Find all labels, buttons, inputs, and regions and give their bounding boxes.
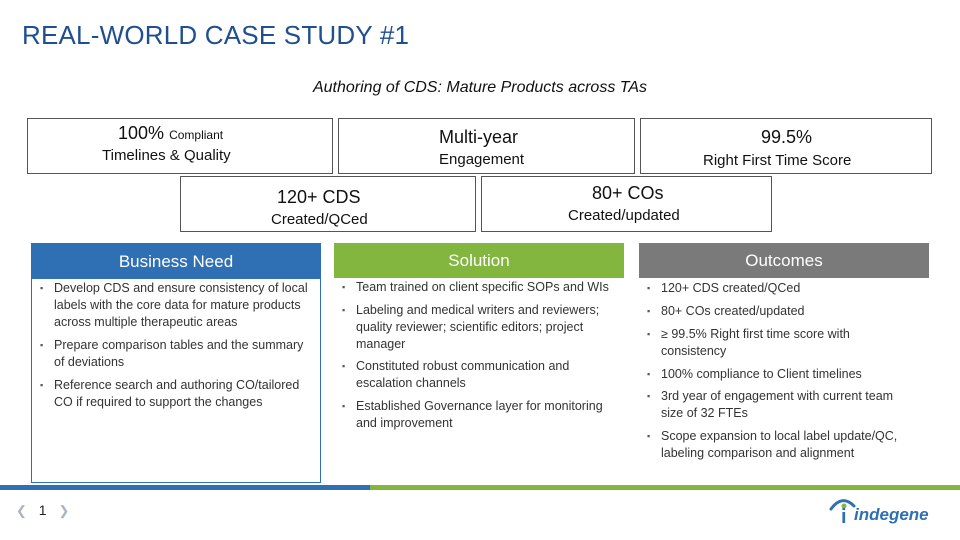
indegene-logo-letter: i <box>841 506 847 526</box>
metric-compliant-box: 100% Compliant Timelines & Quality <box>27 118 333 174</box>
footer-bar-green <box>370 485 960 490</box>
footer-bar-blue <box>0 485 370 490</box>
metric-compliant-suffix: Compliant <box>169 128 224 142</box>
outcomes-list: 120+ CDS created/QCed 80+ COs created/up… <box>639 280 929 462</box>
list-item: Reference search and authoring CO/tailor… <box>40 377 308 411</box>
list-item: Labeling and medical writers and reviewe… <box>342 302 612 353</box>
metric-rft-value: 99.5% <box>761 127 813 147</box>
list-item: Prepare comparison tables and the summar… <box>40 337 308 371</box>
indegene-logo: i indegene <box>828 496 946 528</box>
page-navigator: ❮ 1 ❯ <box>16 502 69 519</box>
page-number: 1 <box>38 502 47 518</box>
list-item: Team trained on client specific SOPs and… <box>342 279 612 296</box>
metric-multiyear-value: Multi-year <box>439 127 519 147</box>
list-item: 80+ COs created/updated <box>647 303 917 320</box>
indegene-logo-mark-icon: i indegene <box>829 499 929 528</box>
metric-cds-box: 120+ CDS Created/QCed <box>180 176 476 232</box>
solution-list: Team trained on client specific SOPs and… <box>334 279 624 432</box>
list-item: 120+ CDS created/QCed <box>647 280 917 297</box>
list-item: Develop CDS and ensure consistency of lo… <box>40 280 308 331</box>
metric-cos-label: Created/updated <box>568 207 680 224</box>
metric-compliant-value-line: 100% Compliant <box>118 123 223 144</box>
outcomes-heading: Outcomes <box>639 243 929 278</box>
solution-heading: Solution <box>334 243 624 278</box>
previous-slide-icon[interactable]: ❮ <box>16 503 27 518</box>
metric-rft-box: 99.5% Right First Time Score <box>640 118 932 174</box>
list-item: ≥ 99.5% Right first time score with cons… <box>647 326 917 360</box>
business-need-heading: Business Need <box>32 244 320 279</box>
metric-cos-value: 80+ COs <box>592 183 664 203</box>
metric-multiyear-box: Multi-year Engagement <box>338 118 635 174</box>
business-need-panel: Business Need Develop CDS and ensure con… <box>31 243 321 483</box>
list-item: Constituted robust communication and esc… <box>342 358 612 392</box>
list-item: Established Governance layer for monitor… <box>342 398 612 432</box>
business-need-list: Develop CDS and ensure consistency of lo… <box>32 280 320 411</box>
list-item: Scope expansion to local label update/QC… <box>647 428 917 462</box>
metric-cds-label: Created/QCed <box>271 211 368 228</box>
metric-rft-label: Right First Time Score <box>703 152 852 169</box>
page-title: REAL-WORLD CASE STUDY #1 <box>22 20 410 50</box>
metric-cos-box: 80+ COs Created/updated <box>481 176 772 232</box>
metric-multiyear-label: Engagement <box>439 151 525 168</box>
metric-compliant-value: 100% <box>118 123 165 143</box>
metric-compliant-label: Timelines & Quality <box>102 147 231 164</box>
case-subtitle: Authoring of CDS: Mature Products across… <box>312 79 648 96</box>
outcomes-panel: Outcomes 120+ CDS created/QCed 80+ COs c… <box>639 243 929 483</box>
solution-panel: Solution Team trained on client specific… <box>334 243 624 483</box>
list-item: 3rd year of engagement with current team… <box>647 388 917 422</box>
list-item: 100% compliance to Client timelines <box>647 366 917 383</box>
next-slide-icon[interactable]: ❯ <box>58 503 70 518</box>
indegene-logo-text: indegene <box>854 505 929 524</box>
metric-cds-value: 120+ CDS <box>277 187 361 207</box>
